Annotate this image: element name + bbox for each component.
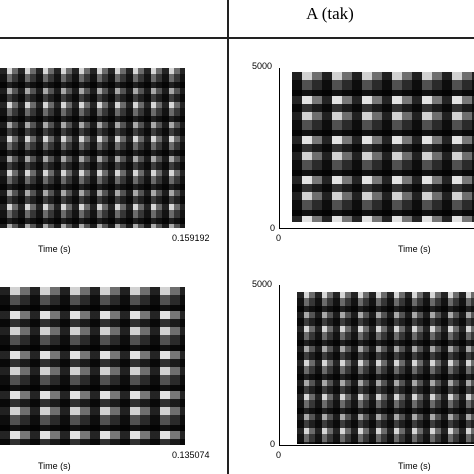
x-label: Time (s) <box>38 244 71 254</box>
title: A (tak) <box>306 4 354 23</box>
y-min: 0 <box>270 439 276 449</box>
x-label: Time (s) <box>398 461 431 471</box>
x-start: 0 <box>276 233 282 243</box>
divider <box>0 37 474 39</box>
x-start: 0 <box>276 450 282 460</box>
spectrogram <box>0 287 185 445</box>
axis-frame <box>279 68 474 229</box>
y-max: 5000 <box>252 61 273 71</box>
divider <box>227 0 229 474</box>
spectrogram <box>292 72 474 222</box>
spectrogram <box>0 68 185 228</box>
x-label: Time (s) <box>398 244 431 254</box>
y-min: 0 <box>270 223 276 233</box>
x-end: 0.135074 <box>172 450 210 460</box>
x-label: Time (s) <box>38 461 71 471</box>
x-end: 0.159192 <box>172 233 210 243</box>
y-max: 5000 <box>252 279 273 289</box>
axis-frame <box>279 285 474 446</box>
spectrogram <box>297 292 474 444</box>
